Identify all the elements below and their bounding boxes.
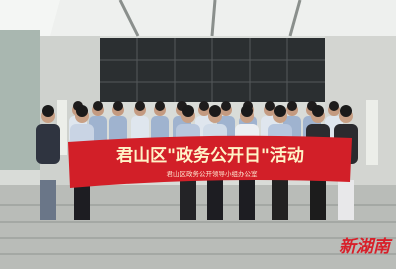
person-hair (265, 101, 275, 111)
person-hair (209, 105, 221, 117)
person-hair (287, 101, 297, 111)
page: 君山区"政务公开日"活动 君山区政务公开领导小组办公室 新湖南 (() => {… (0, 0, 396, 269)
trees (0, 30, 40, 170)
person-hair (274, 105, 286, 117)
photo: 君山区"政务公开日"活动 君山区政务公开领导小组办公室 新湖南 (0, 0, 396, 269)
person-hair (113, 101, 123, 111)
person-legs (272, 180, 288, 220)
person-hair (93, 101, 103, 111)
banner-subtitle: 君山区政务公开领导小组办公室 (167, 169, 259, 178)
person-hair (312, 105, 324, 117)
person-legs (239, 180, 255, 220)
person-legs (40, 180, 56, 220)
banner-title: 君山区"政务公开日"活动 (116, 145, 304, 166)
person-legs (180, 180, 196, 220)
person-hair (155, 101, 165, 111)
person-hair (340, 105, 352, 117)
person-legs (310, 180, 326, 220)
person-legs (207, 180, 223, 220)
person-hair (135, 101, 145, 111)
person-hair (76, 105, 88, 117)
steps (0, 185, 396, 269)
person-hair (241, 105, 253, 117)
person-hair (329, 101, 339, 111)
sign-board (366, 100, 378, 165)
person-hair (182, 105, 194, 117)
watermark: 新湖南 (339, 237, 393, 257)
person-body (36, 124, 60, 164)
ceiling (0, 0, 396, 36)
person-legs (338, 180, 354, 220)
person-hair (199, 101, 209, 111)
person-hair (221, 101, 231, 111)
person-hair (42, 105, 54, 117)
